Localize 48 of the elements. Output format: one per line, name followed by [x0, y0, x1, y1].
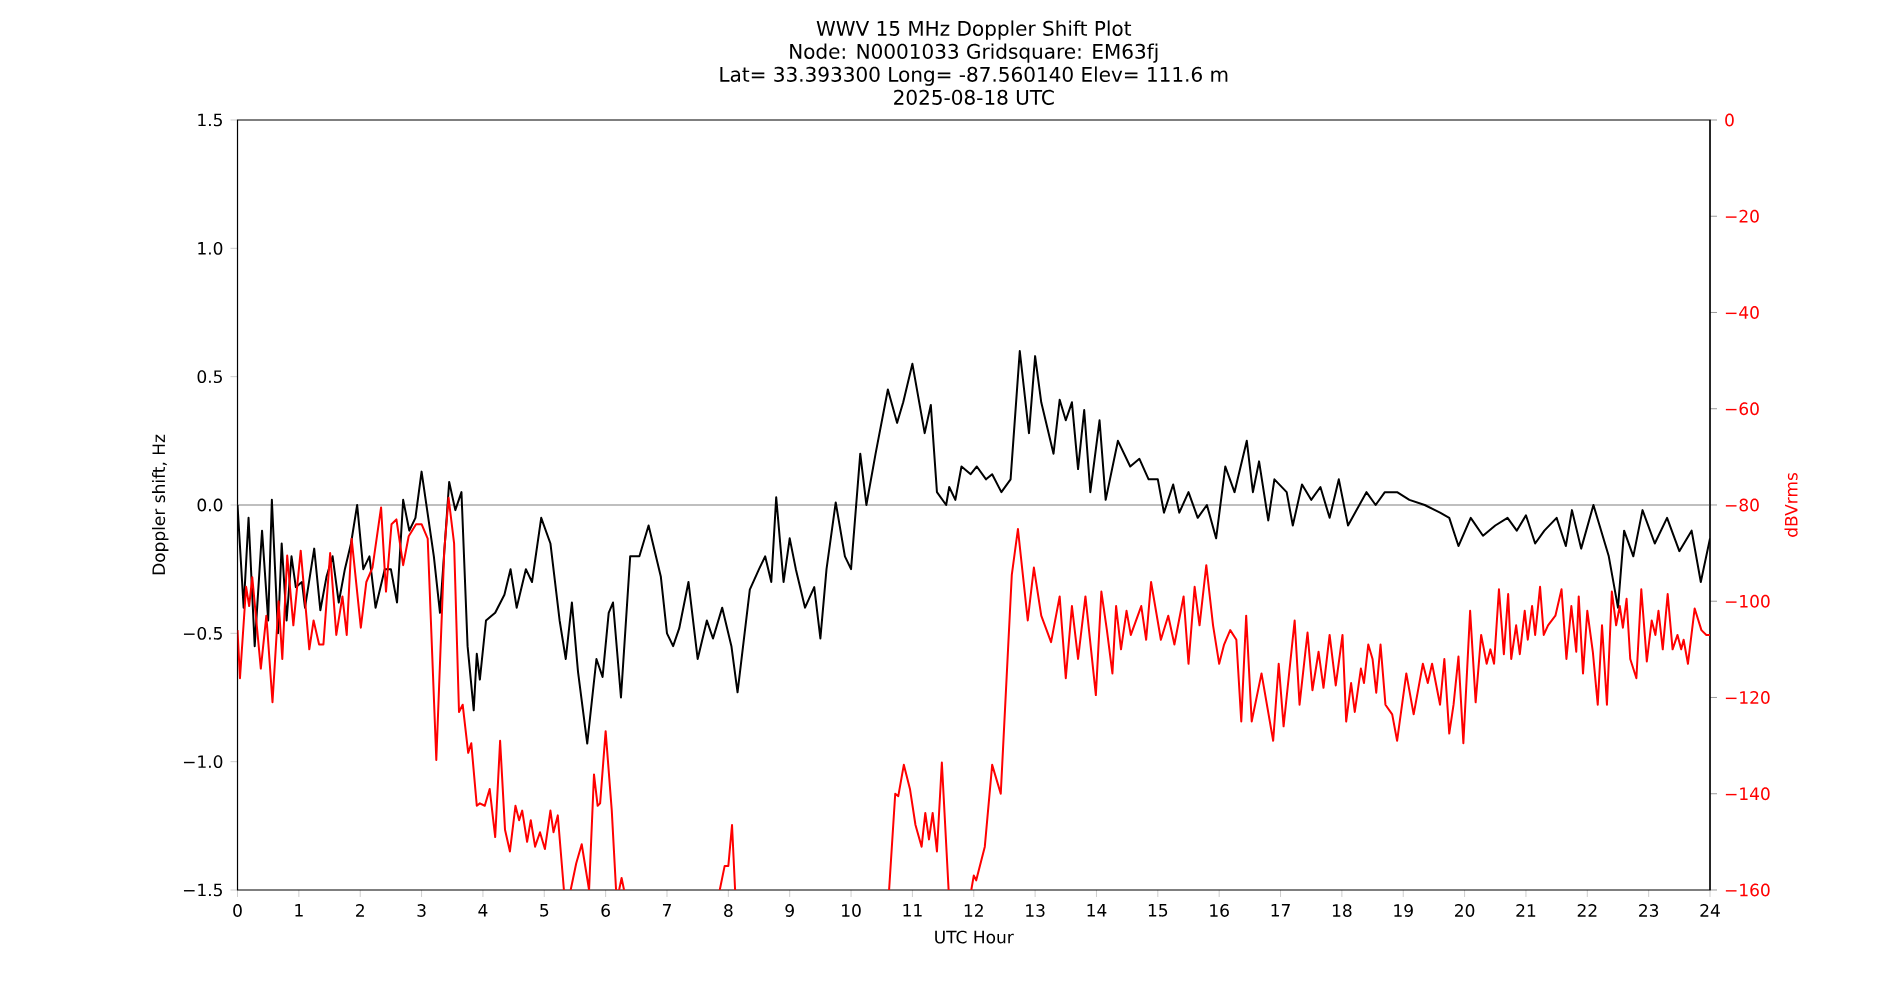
x-tick-label: 24	[1700, 904, 1720, 917]
y2-axis-title: dBVrms	[1784, 472, 1798, 537]
y2-tick-label: −120	[1725, 691, 1770, 704]
x-tick-label: 5	[540, 904, 549, 917]
y-tick-label: 1.5	[198, 113, 222, 127]
text: 2025-08-18 UTC	[894, 89, 1054, 105]
x-tick-label: 8	[724, 904, 733, 917]
y-tick-label: −1.0	[183, 755, 223, 769]
x-tick-label: 22	[1577, 904, 1597, 917]
x-tick-label: 4	[478, 904, 488, 917]
x-tick-label: 0	[233, 904, 242, 917]
x-tick-label: 1	[295, 904, 303, 917]
y2-tick-label: −80	[1725, 498, 1759, 512]
x-tick-label: 17	[1271, 904, 1290, 917]
y2-tick-label: 0	[1725, 113, 1734, 127]
y2-tick-label: −20	[1725, 209, 1759, 223]
x-tick-label: 3	[417, 904, 426, 917]
x-tick-label: 2	[356, 904, 364, 917]
x-tick-label: 23	[1639, 904, 1659, 917]
chart-subtitle: Node: N0001033 Gridsquare: EM63fj	[790, 43, 1158, 63]
x-tick-label: 14	[1087, 904, 1107, 917]
x-tick-label: 18	[1332, 904, 1352, 917]
y2-tick-label: −160	[1725, 883, 1770, 897]
y-tick-label: 0.5	[197, 370, 222, 384]
text: Lat= 33.393300 Long= -87.560140 Elev= 111.6 m	[720, 66, 1228, 86]
y2-tick-label: −60	[1725, 402, 1759, 416]
y2-tick-label: −100	[1725, 594, 1770, 608]
y-tick-label: −1.5	[183, 883, 222, 897]
x-tick-label: 20	[1455, 904, 1475, 917]
y-tick-label: 1.0	[198, 241, 223, 255]
x-axis-title: UTC Hour	[935, 930, 1014, 944]
y-tick-label: 0.0	[197, 498, 223, 512]
y-axis-title: Doppler shift, Hz	[151, 434, 169, 575]
x-tick-label: 7	[662, 904, 671, 917]
x-tick-label: 19	[1394, 904, 1413, 917]
x-tick-label: 12	[964, 904, 983, 917]
x-tick-label: 15	[1148, 904, 1168, 917]
x-tick-label: 6	[601, 904, 610, 917]
x-tick-label: 13	[1026, 904, 1045, 917]
x-tick-label: 10	[842, 904, 861, 917]
x-tick-label: 21	[1516, 904, 1536, 917]
x-tick-label: 16	[1210, 904, 1229, 917]
chart-title: WWV 15 MHz Doppler Shift Plot	[816, 20, 1132, 40]
x-tick-label: 9	[785, 904, 794, 917]
y2-tick-label: −40	[1725, 306, 1759, 319]
y-tick-label: −0.5	[183, 626, 222, 640]
x-tick-label: 11	[903, 904, 922, 917]
y2-tick-label: −140	[1725, 787, 1770, 801]
